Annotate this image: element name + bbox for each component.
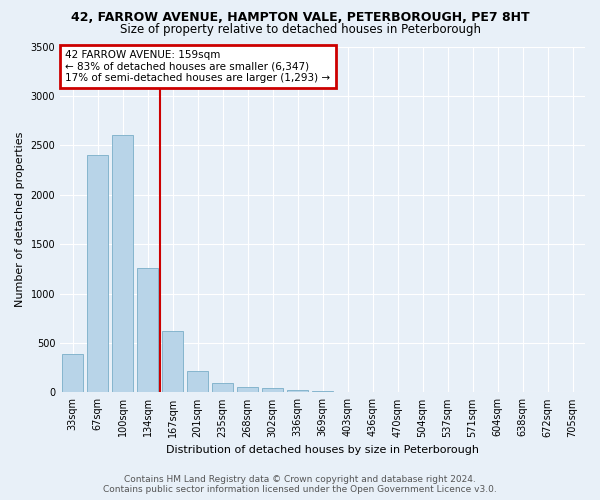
Bar (162, 331, 183, 392)
Bar (212, 383, 233, 392)
Bar (137, 268, 158, 392)
Bar (62, 354, 83, 393)
Bar (287, 390, 308, 392)
Text: Contains HM Land Registry data © Crown copyright and database right 2024.
Contai: Contains HM Land Registry data © Crown c… (103, 474, 497, 494)
Bar (262, 388, 283, 392)
Bar (112, 136, 133, 392)
Bar (187, 370, 208, 392)
Bar (237, 386, 258, 392)
Text: Size of property relative to detached houses in Peterborough: Size of property relative to detached ho… (119, 22, 481, 36)
X-axis label: Distribution of detached houses by size in Peterborough: Distribution of detached houses by size … (166, 445, 479, 455)
Text: 42, FARROW AVENUE, HAMPTON VALE, PETERBOROUGH, PE7 8HT: 42, FARROW AVENUE, HAMPTON VALE, PETERBO… (71, 11, 529, 24)
Y-axis label: Number of detached properties: Number of detached properties (15, 132, 25, 307)
Text: 42 FARROW AVENUE: 159sqm
← 83% of detached houses are smaller (6,347)
17% of sem: 42 FARROW AVENUE: 159sqm ← 83% of detach… (65, 50, 331, 83)
Bar (87, 155, 108, 392)
